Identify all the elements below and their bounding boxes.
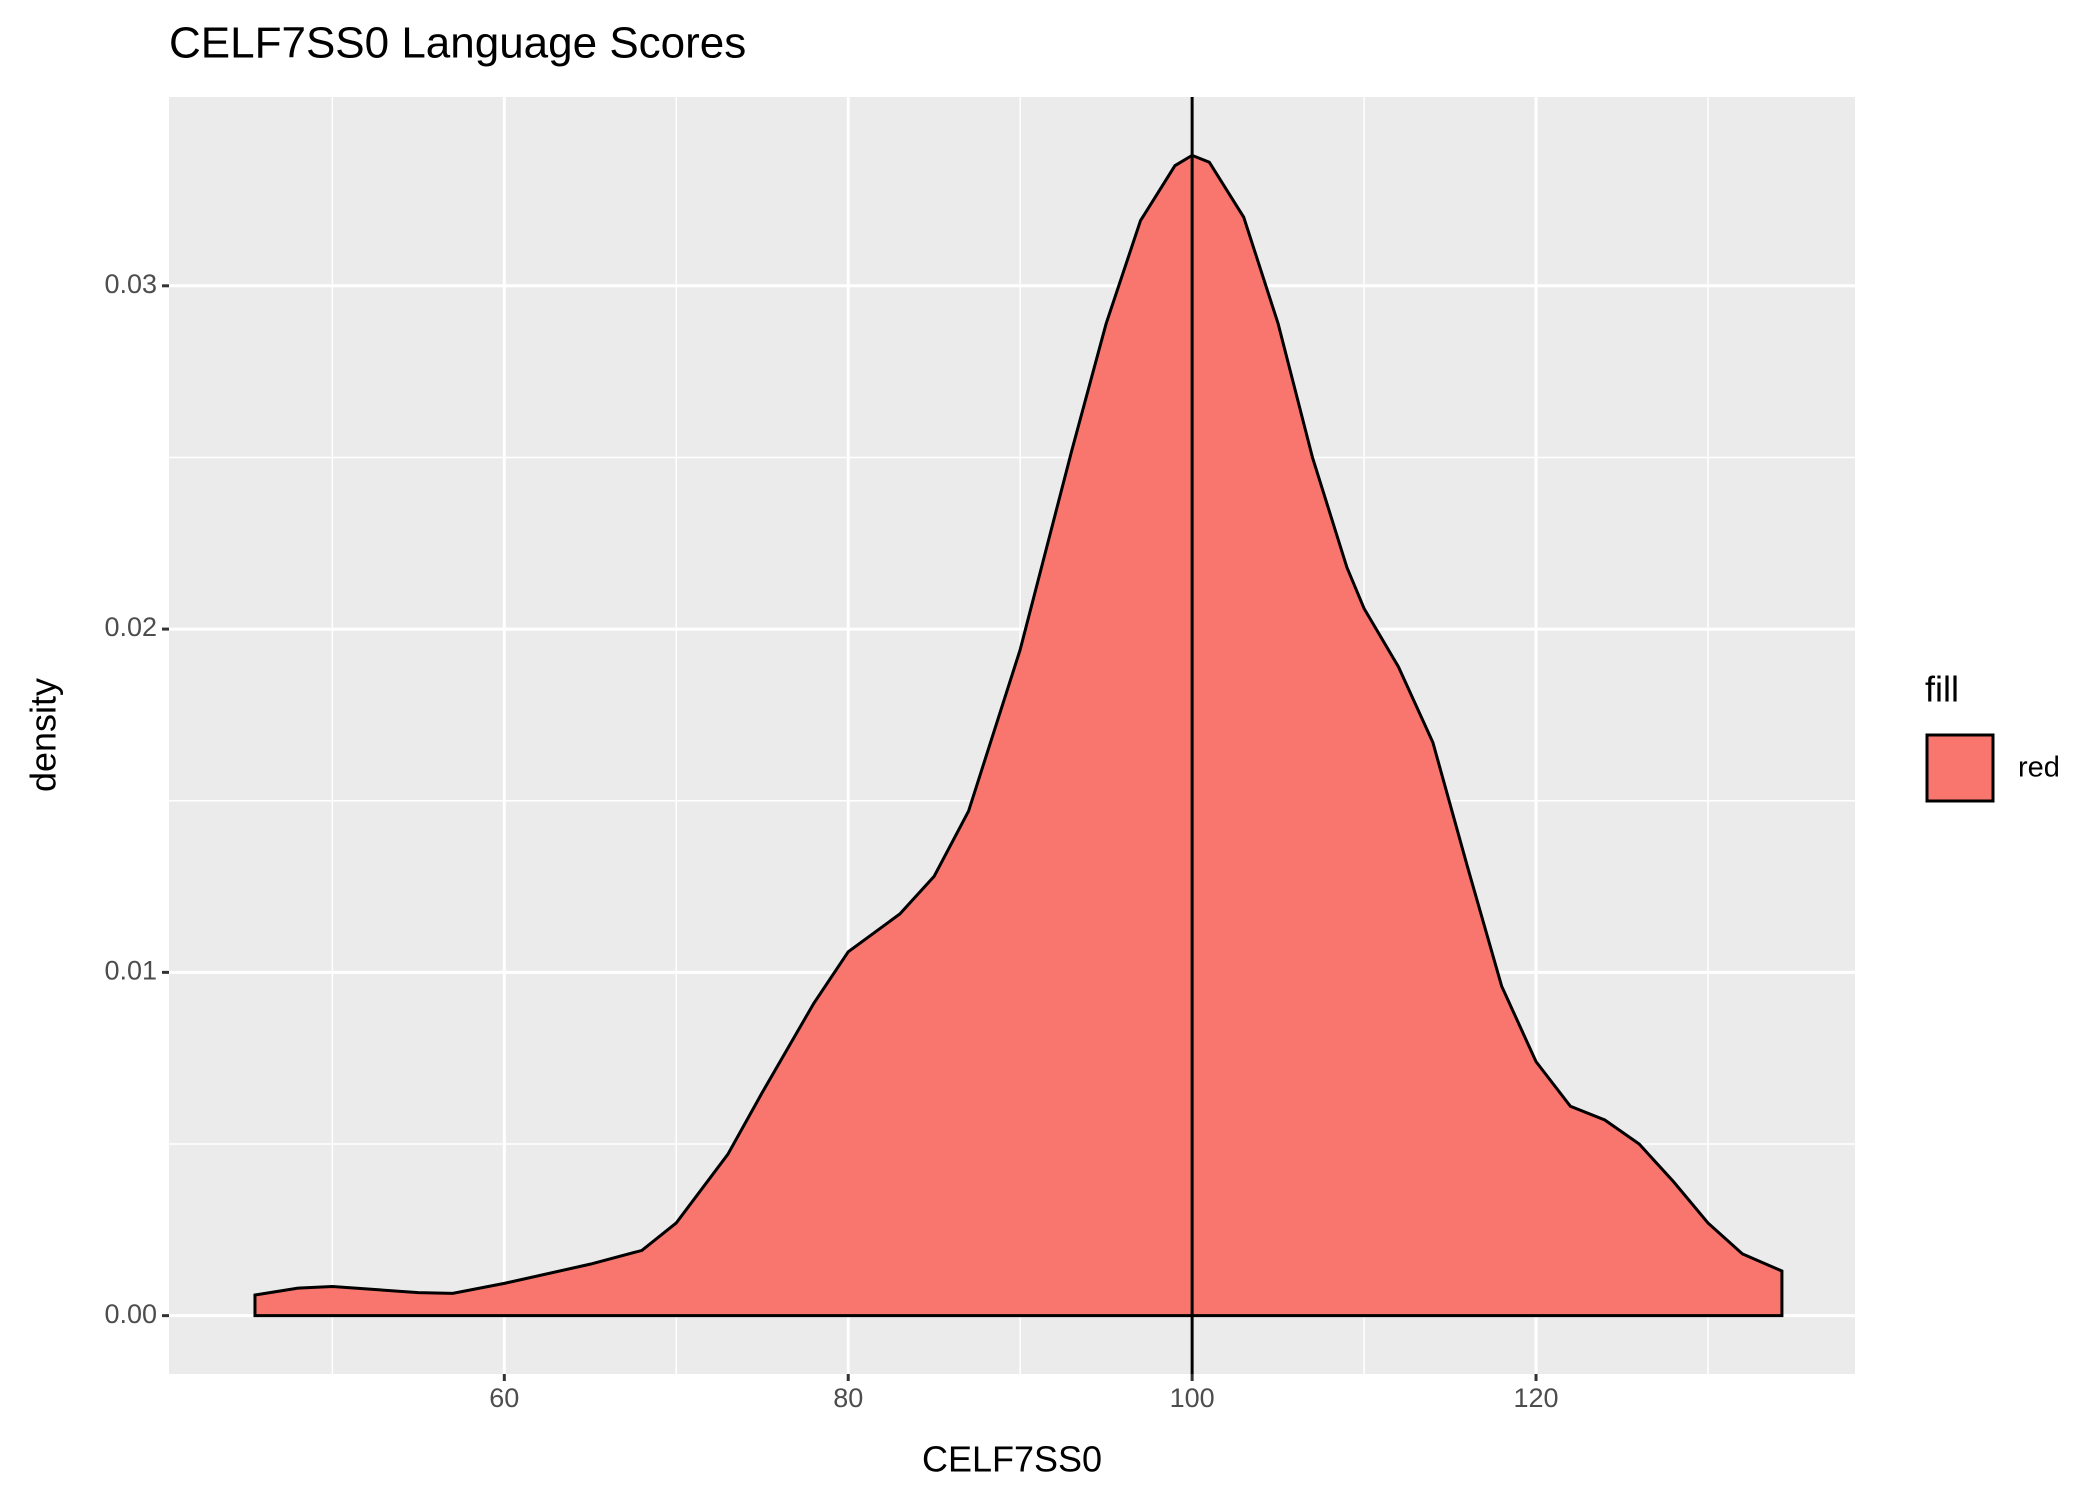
x-tick-label: 60: [489, 1383, 519, 1413]
legend-label: red: [2018, 752, 2060, 784]
x-tick-label: 80: [833, 1383, 863, 1413]
legend-key: [1925, 733, 1995, 803]
chart-title: CELF7SS0 Language Scores: [169, 19, 746, 68]
x-tick-label: 100: [1170, 1383, 1215, 1413]
y-tick-label: 0.01: [104, 955, 157, 985]
legend-title: fill: [1925, 669, 1959, 710]
y-axis-title: density: [23, 678, 64, 792]
x-tick-label: 120: [1513, 1383, 1558, 1413]
y-tick-label: 0.03: [104, 269, 157, 299]
density-area: [253, 153, 1784, 1318]
y-tick-label: 0.00: [104, 1299, 157, 1329]
y-tick-label: 0.02: [104, 612, 157, 642]
x-axis-title: CELF7SS0: [922, 1439, 1102, 1480]
